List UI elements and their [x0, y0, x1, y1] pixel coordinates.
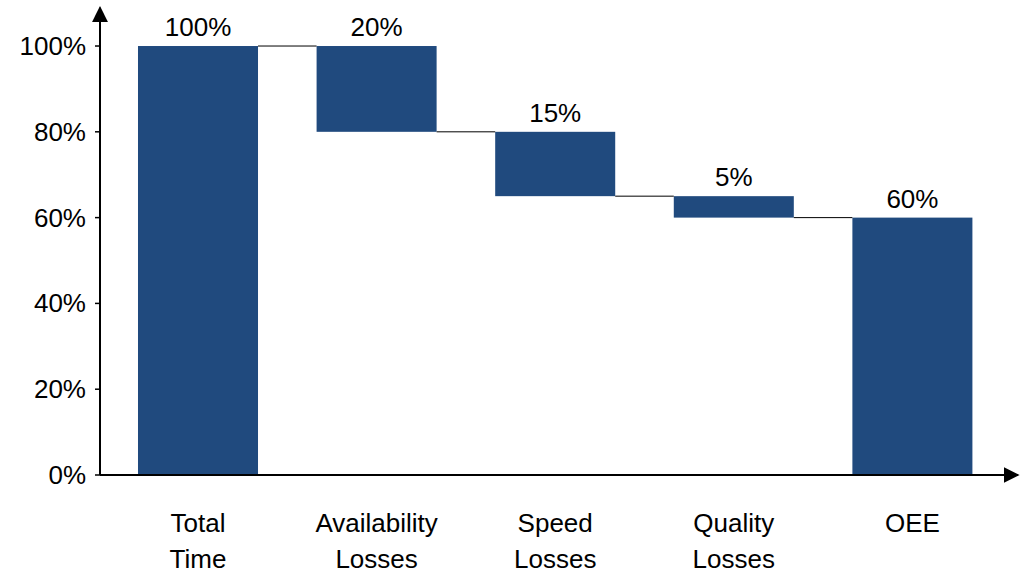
connector: [437, 131, 496, 132]
bar: [495, 132, 615, 196]
y-tick: [95, 474, 100, 476]
x-tick-label: OEE: [885, 508, 940, 538]
bars: [138, 46, 972, 475]
x-tick-label-line: Availability: [315, 508, 437, 538]
x-tick-label: Availability Losses: [315, 508, 437, 574]
x-tick-label: Total Time: [170, 508, 227, 574]
y-tick: [95, 303, 100, 305]
y-tick-label: 40%: [34, 288, 86, 318]
x-tick-label: Quality Losses: [693, 508, 775, 574]
bar: [138, 46, 258, 475]
x-axis: [100, 474, 1018, 476]
data-label: 60%: [886, 184, 938, 214]
x-tick-label-line: OEE: [885, 508, 940, 538]
x-tick-label-line: Losses: [514, 544, 596, 574]
x-tick-label-line: Losses: [693, 544, 775, 574]
data-label: 20%: [351, 12, 403, 42]
chart: 0% 20% 40% 60% 80% 100% Total Time Availability L…: [0, 0, 1024, 581]
bar: [317, 46, 437, 132]
y-tick: [95, 131, 100, 133]
y-tick-label: 20%: [34, 374, 86, 404]
bar: [674, 196, 794, 217]
y-tick-label: 80%: [34, 117, 86, 147]
y-tick-label: 0%: [48, 460, 86, 490]
x-tick-label-line: Time: [170, 544, 227, 574]
x-tick-label: Speed Losses: [514, 508, 596, 574]
data-label: 100%: [165, 12, 232, 42]
data-label: 5%: [715, 162, 753, 192]
x-tick-label-line: Quality: [693, 508, 774, 538]
y-axis: [99, 8, 101, 475]
x-tick-label-line: Losses: [335, 544, 417, 574]
y-tick-label: 60%: [34, 203, 86, 233]
x-tick-label-line: Total: [171, 508, 226, 538]
connector: [615, 196, 674, 197]
bar: [852, 218, 972, 475]
connector: [794, 217, 853, 218]
y-tick-label: 100%: [20, 31, 87, 61]
y-tick: [95, 388, 100, 390]
y-tick: [95, 45, 100, 47]
connector: [258, 46, 317, 47]
data-label: 15%: [529, 98, 581, 128]
y-tick: [95, 217, 100, 219]
x-tick-label-line: Speed: [518, 508, 593, 538]
